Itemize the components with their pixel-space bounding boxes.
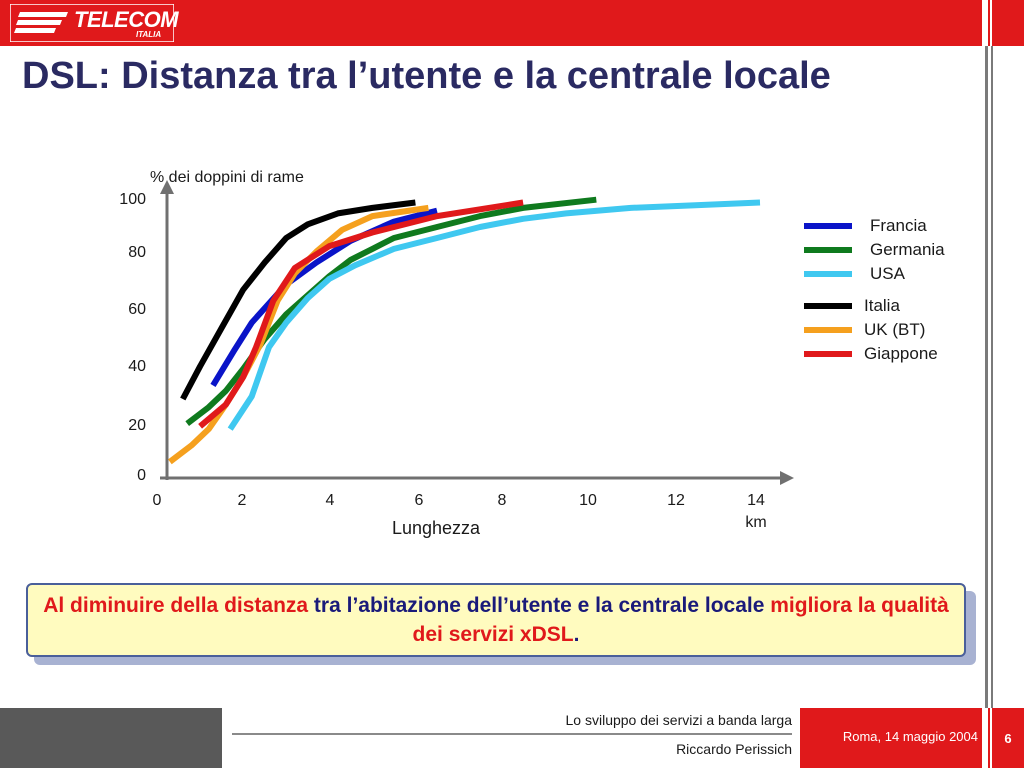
page-number: 6 [1004, 731, 1012, 746]
logo-subtext: ITALIA [136, 30, 162, 39]
right-border-line [985, 46, 988, 710]
chart-axes [160, 180, 794, 485]
y-tick-label: 80 [128, 244, 146, 261]
x-unit-label: km [745, 514, 766, 531]
x-tick-label: 2 [238, 492, 247, 509]
x-tick-label: 4 [326, 492, 335, 509]
legend-label: Italia [864, 296, 900, 315]
legend-item: USA [804, 264, 905, 284]
callout-text-1: Al diminuire della distanza [43, 594, 309, 617]
x-tick-label: 14 [747, 492, 765, 509]
logo-text: TELECOM [74, 7, 179, 32]
legend-swatch [804, 247, 852, 253]
legend-item: Francia [804, 216, 927, 236]
x-tick-label: 0 [153, 492, 162, 509]
legend-label: Francia [870, 216, 927, 235]
series-line [210, 207, 438, 387]
legend-label: Giappone [864, 344, 938, 363]
y-tick-label: 60 [128, 301, 146, 318]
callout-text-2: tra l’abitazione dell’utente e la centra… [308, 594, 771, 617]
y-tick-label: 100 [119, 191, 146, 208]
footer-presentation-title: Lo sviluppo dei servizi a banda larga [565, 712, 792, 728]
x-tick-label: 8 [498, 492, 507, 509]
x-axis-arrow [780, 471, 794, 485]
header-divider [982, 0, 988, 46]
series-line [198, 199, 524, 429]
y-tick-label: 0 [137, 467, 146, 484]
telecom-logo: TELECOM ITALIA [9, 3, 179, 43]
y-axis-arrow [160, 180, 174, 194]
y-tick-label: 20 [128, 417, 146, 434]
footer-grey-block [0, 708, 222, 768]
y-tick-label: 40 [128, 358, 146, 375]
legend-swatch [804, 223, 852, 229]
right-border-line-thin [991, 46, 993, 710]
chart: 0 20 40 60 80 100 0 2 4 6 8 10 12 14 km % dei doppini d… [119, 169, 794, 538]
legend-swatch [804, 327, 852, 333]
callout-text-4: . [573, 623, 580, 646]
telecom-logo-icon [9, 3, 175, 43]
chart-labels: 0 20 40 60 80 100 0 2 4 6 8 10 12 14 km % dei doppini d… [119, 169, 766, 538]
legend-swatch [804, 303, 852, 309]
callout-text-3: migliora la qualità dei servizi xDSL [412, 594, 949, 646]
footer-divider [232, 733, 792, 735]
legend-label: Germania [870, 240, 945, 259]
legend-item: UK (BT) [804, 320, 925, 340]
footer-divider-white [982, 708, 988, 768]
legend-swatch [804, 351, 852, 357]
page-title: DSL: Distanza tra l’utente e la centrale… [22, 55, 831, 97]
x-tick-label: 10 [579, 492, 597, 509]
x-tick-label: 12 [667, 492, 685, 509]
legend-swatch [804, 271, 852, 277]
footer-author: Riccardo Perissich [676, 741, 792, 757]
legend-label: UK (BT) [864, 320, 926, 339]
legend-item: Giappone [804, 344, 938, 364]
header-divider-thin [990, 0, 992, 46]
y-axis-title: % dei doppini di rame [150, 169, 304, 186]
footer-divider-white-thin [990, 708, 992, 768]
series-line [227, 199, 761, 431]
x-tick-label: 6 [415, 492, 424, 509]
legend-item: Germania [804, 240, 945, 260]
callout-box: Al diminuire della distanza tra l’abitaz… [26, 583, 966, 657]
x-axis-title: Lunghezza [392, 518, 481, 538]
legend-label: USA [870, 264, 905, 283]
series-line [185, 196, 597, 426]
series-line [180, 199, 416, 401]
legend-item: Italia [804, 296, 900, 316]
series-line [168, 204, 429, 465]
chart-series [168, 196, 761, 465]
footer-date: Roma, 14 maggio 2004 [842, 729, 978, 744]
